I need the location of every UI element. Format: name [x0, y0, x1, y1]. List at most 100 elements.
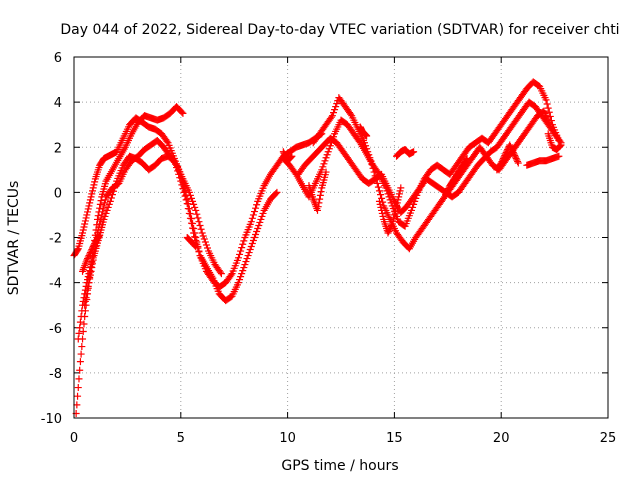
data-point — [178, 181, 186, 189]
series-arc-10 — [375, 184, 405, 237]
data-point — [86, 267, 94, 275]
y-tick-label: -8 — [49, 367, 62, 382]
data-point — [366, 154, 374, 162]
data-point — [371, 172, 379, 180]
data-point — [320, 160, 328, 168]
data-point — [171, 160, 179, 168]
data-point — [367, 157, 375, 165]
data-point — [364, 148, 372, 156]
data-point — [279, 148, 287, 156]
x-tick-label: 0 — [70, 431, 78, 446]
data-point — [191, 203, 199, 211]
data-point — [377, 203, 385, 211]
data-point — [96, 220, 104, 228]
data-point — [511, 153, 519, 161]
data-point — [253, 201, 261, 209]
data-point — [242, 258, 250, 266]
data-point — [362, 142, 370, 150]
data-point — [217, 270, 225, 278]
series-arc-11 — [393, 146, 418, 160]
data-point — [100, 202, 108, 210]
data-markers — [70, 78, 565, 417]
data-point — [76, 318, 84, 326]
data-point — [80, 320, 88, 328]
data-point — [103, 206, 111, 214]
data-point — [239, 267, 247, 275]
data-point — [88, 190, 96, 198]
data-point — [227, 271, 235, 279]
data-point — [286, 154, 294, 162]
data-point — [81, 217, 89, 225]
data-point — [506, 141, 514, 149]
data-point — [323, 151, 331, 159]
data-point — [96, 217, 104, 225]
data-point — [84, 255, 92, 263]
data-point — [513, 156, 521, 164]
data-point — [182, 196, 190, 204]
data-point — [91, 178, 99, 186]
data-point — [96, 200, 104, 208]
data-point — [89, 184, 97, 192]
data-point — [509, 147, 517, 155]
data-point — [79, 297, 87, 305]
data-point — [327, 113, 335, 121]
data-point — [202, 241, 210, 249]
data-point — [391, 208, 399, 216]
data-point — [185, 188, 193, 196]
data-point — [316, 195, 324, 203]
series-arc-18 — [183, 234, 200, 251]
y-tick-label: -4 — [49, 277, 62, 292]
data-point — [105, 200, 113, 208]
data-point — [318, 166, 326, 174]
data-point — [196, 221, 204, 229]
data-point — [216, 268, 224, 276]
data-point — [393, 202, 401, 210]
data-point — [74, 246, 82, 254]
data-point — [80, 294, 88, 302]
plot-frame — [73, 56, 609, 419]
data-point — [187, 219, 195, 227]
data-point — [542, 96, 550, 104]
data-point — [76, 366, 84, 374]
data-point — [328, 112, 336, 120]
data-point — [73, 401, 81, 409]
data-point — [388, 221, 396, 229]
data-point — [244, 252, 252, 260]
data-point — [76, 324, 84, 332]
data-point — [543, 100, 551, 108]
data-point — [101, 196, 109, 204]
data-point — [74, 384, 82, 392]
data-point — [363, 132, 371, 140]
data-point — [500, 153, 508, 161]
data-point — [238, 270, 246, 278]
series-arc-13 — [493, 141, 522, 174]
data-point — [368, 161, 376, 169]
data-point — [443, 188, 451, 196]
data-point — [84, 273, 92, 281]
x-tick-label: 25 — [600, 431, 617, 446]
data-point — [498, 158, 506, 166]
data-point — [250, 208, 258, 216]
data-point — [74, 392, 82, 400]
data-point — [331, 106, 339, 114]
data-point — [98, 211, 106, 219]
data-point — [80, 223, 88, 231]
data-point — [237, 247, 245, 255]
data-point — [384, 229, 392, 237]
data-point — [86, 199, 94, 207]
data-point — [365, 151, 373, 159]
data-point — [546, 121, 554, 129]
data-point — [78, 343, 86, 351]
data-point — [99, 205, 107, 213]
y-axis-label: SDTVAR / TECUs — [6, 181, 22, 296]
x-tick-label: 15 — [386, 431, 403, 446]
data-point — [272, 190, 280, 198]
data-point — [186, 214, 194, 222]
data-point — [83, 211, 91, 219]
data-point — [253, 227, 261, 235]
x-tick-label: 10 — [279, 431, 296, 446]
x-axis-label: GPS time / hours — [281, 458, 398, 474]
y-tick-label: 2 — [54, 141, 62, 156]
data-point — [512, 155, 520, 163]
data-point — [363, 145, 371, 153]
